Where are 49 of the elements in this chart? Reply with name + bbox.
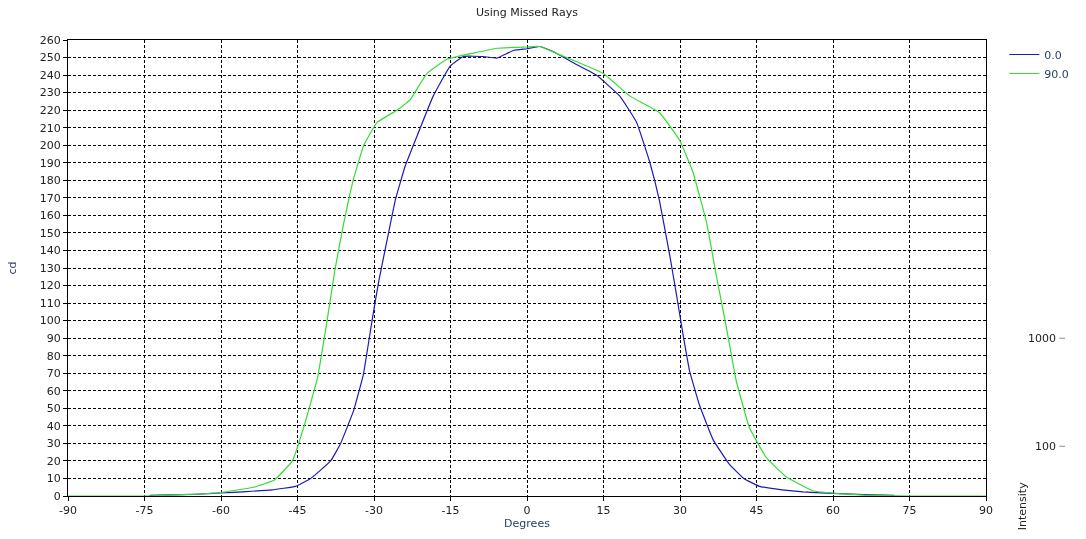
legend-label: 90.0 [1044,67,1069,81]
y-tick-label: 150 [39,226,61,240]
y-tick-label: 210 [39,121,61,135]
x-tick-label: 75 [902,504,917,518]
y-tick-label: 160 [39,209,61,223]
text: Intensity [1016,481,1030,531]
y-tick-label: 40 [46,419,61,433]
y-tick-label: 10 [46,472,61,486]
y-tick-label: 140 [39,244,61,258]
y-tick-label: 260 [39,33,61,47]
y-axis-title: cd [6,261,20,275]
legend-label: 0.0 [1044,48,1062,62]
y-tick-label: 80 [46,349,61,363]
text: 1000 [1028,332,1056,345]
text: 100 [1035,440,1056,453]
y-tick-label: 180 [39,174,61,188]
x-tick-label: -90 [59,504,77,518]
y-tick-label: 230 [39,86,61,100]
x-tick-label: -60 [212,504,230,518]
x-tick-label: -75 [135,504,154,518]
y-tick-label: 70 [46,367,61,381]
y-tick-label: 30 [46,437,61,451]
chart-title: Using Missed Rays [476,5,579,19]
y-tick-label: 200 [39,139,61,153]
y-tick-label: 130 [39,261,61,275]
y-tick-label: 60 [46,384,61,398]
x-tick-label: 15 [596,504,611,518]
line-series [68,45,986,496]
y-tick-label: 100 [39,314,61,328]
y-tick-label: 0 [53,489,61,503]
y-tick-label: 120 [39,279,61,293]
x-tick-label: -45 [288,504,307,518]
x-tick-label: 30 [673,504,687,518]
y-tick-label: 240 [39,68,61,82]
y-tick-label: 250 [39,51,61,65]
x-tick-label: 45 [749,504,764,518]
y-tick-label: 110 [39,296,61,310]
y-tick-label: 90 [46,332,61,345]
x-tick-label: 90 [979,504,993,518]
y-tick-label: 50 [46,402,61,416]
x-axis-title: Degrees [504,517,551,531]
x-tick-label: 0 [523,504,531,518]
x-tick-label: -15 [441,504,460,518]
x-tick-label: -30 [365,504,383,518]
y-tick-label: 20 [46,454,61,468]
x-tick-label: 60 [826,504,840,518]
y-tick-label: 190 [39,156,61,170]
y-tick-label: 170 [39,191,61,205]
y-tick-label: 220 [39,104,61,117]
